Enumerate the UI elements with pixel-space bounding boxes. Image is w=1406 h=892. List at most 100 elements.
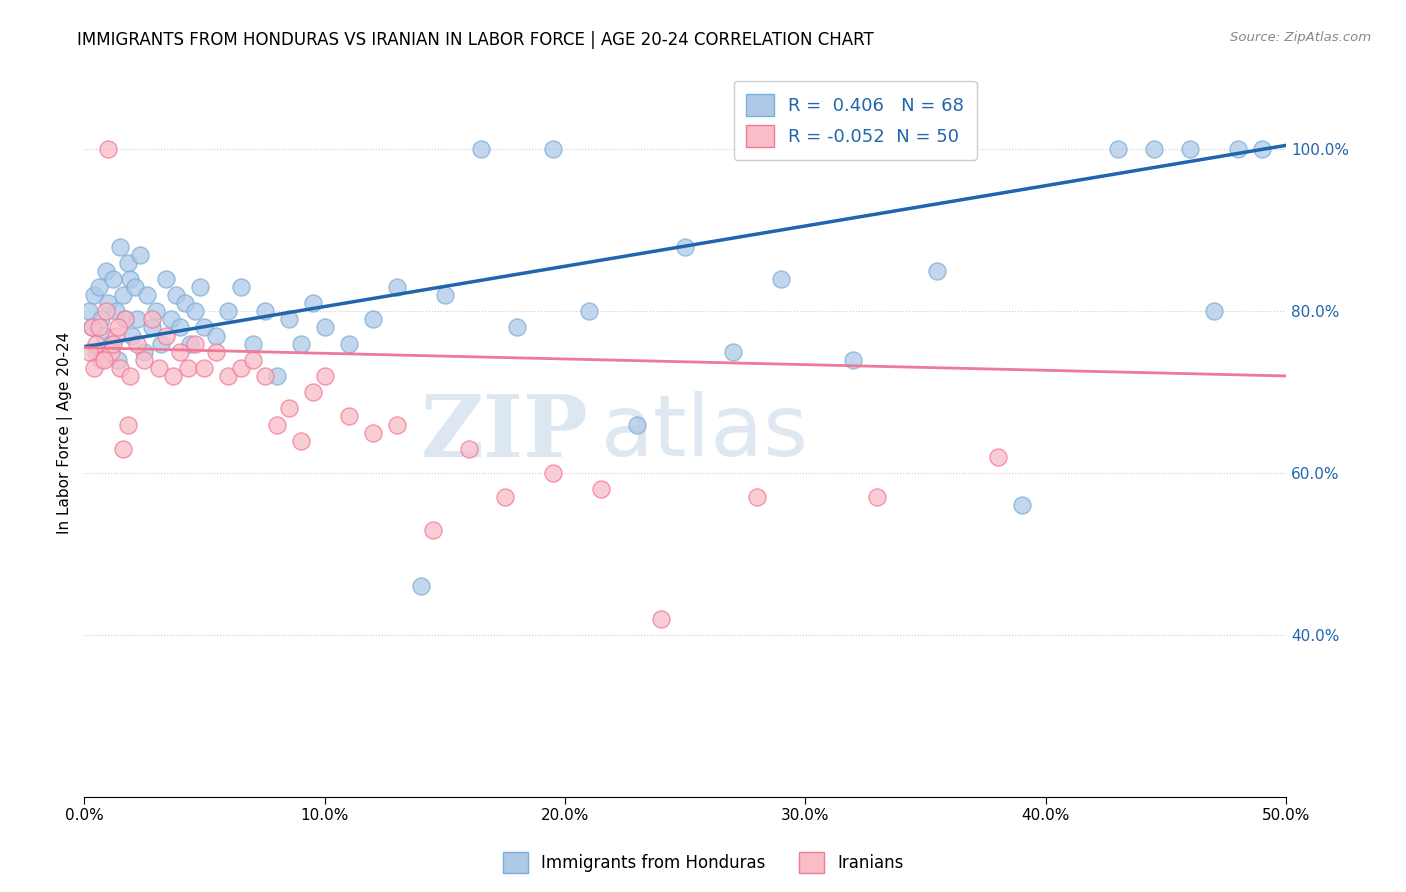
Legend: Immigrants from Honduras, Iranians: Immigrants from Honduras, Iranians bbox=[496, 846, 910, 880]
Point bbox=[290, 434, 312, 448]
Point bbox=[94, 264, 117, 278]
Point bbox=[422, 523, 444, 537]
Point bbox=[169, 344, 191, 359]
Point bbox=[84, 344, 107, 359]
Point bbox=[83, 360, 105, 375]
Point bbox=[1202, 304, 1225, 318]
Point bbox=[148, 360, 170, 375]
Point bbox=[301, 385, 323, 400]
Point bbox=[165, 288, 187, 302]
Point bbox=[121, 328, 143, 343]
Point bbox=[626, 417, 648, 432]
Point bbox=[770, 272, 793, 286]
Point bbox=[87, 280, 110, 294]
Point bbox=[927, 264, 949, 278]
Point bbox=[266, 417, 288, 432]
Point bbox=[266, 368, 288, 383]
Point bbox=[124, 280, 146, 294]
Point bbox=[104, 328, 127, 343]
Point bbox=[229, 280, 252, 294]
Point bbox=[193, 320, 215, 334]
Point bbox=[101, 336, 124, 351]
Point bbox=[218, 368, 240, 383]
Point bbox=[205, 328, 228, 343]
Point bbox=[314, 368, 336, 383]
Point bbox=[337, 336, 360, 351]
Point bbox=[385, 280, 408, 294]
Point bbox=[174, 296, 197, 310]
Point bbox=[97, 143, 120, 157]
Point bbox=[101, 272, 124, 286]
Point bbox=[155, 272, 177, 286]
Y-axis label: In Labor Force | Age 20-24: In Labor Force | Age 20-24 bbox=[58, 332, 73, 533]
Point bbox=[361, 312, 384, 326]
Point bbox=[361, 425, 384, 440]
Point bbox=[184, 304, 207, 318]
Point bbox=[337, 409, 360, 424]
Point bbox=[117, 417, 139, 432]
Point bbox=[188, 280, 211, 294]
Point bbox=[93, 352, 115, 367]
Point bbox=[77, 344, 100, 359]
Point bbox=[83, 288, 105, 302]
Point bbox=[1226, 143, 1249, 157]
Point bbox=[229, 360, 252, 375]
Point bbox=[747, 491, 769, 505]
Point bbox=[155, 328, 177, 343]
Point bbox=[277, 401, 299, 416]
Point bbox=[135, 288, 157, 302]
Point bbox=[169, 320, 191, 334]
Point bbox=[470, 143, 492, 157]
Point bbox=[494, 491, 516, 505]
Point bbox=[127, 336, 149, 351]
Point bbox=[578, 304, 600, 318]
Point bbox=[242, 336, 264, 351]
Point bbox=[114, 312, 136, 326]
Point bbox=[134, 344, 156, 359]
Point bbox=[721, 344, 744, 359]
Point bbox=[100, 344, 122, 359]
Point bbox=[141, 312, 163, 326]
Point bbox=[77, 304, 100, 318]
Point bbox=[506, 320, 529, 334]
Point bbox=[107, 320, 129, 334]
Point bbox=[650, 612, 672, 626]
Point bbox=[150, 336, 173, 351]
Point bbox=[1251, 143, 1274, 157]
Point bbox=[179, 336, 201, 351]
Point bbox=[277, 312, 299, 326]
Point bbox=[433, 288, 456, 302]
Point bbox=[134, 352, 156, 367]
Legend: R =  0.406   N = 68, R = -0.052  N = 50: R = 0.406 N = 68, R = -0.052 N = 50 bbox=[734, 81, 977, 160]
Point bbox=[1143, 143, 1166, 157]
Point bbox=[118, 272, 141, 286]
Point bbox=[842, 352, 865, 367]
Point bbox=[987, 450, 1010, 464]
Point bbox=[457, 442, 479, 456]
Point bbox=[110, 239, 132, 253]
Point bbox=[162, 368, 184, 383]
Text: Source: ZipAtlas.com: Source: ZipAtlas.com bbox=[1230, 31, 1371, 45]
Point bbox=[184, 336, 207, 351]
Point bbox=[541, 466, 564, 480]
Point bbox=[97, 296, 120, 310]
Point bbox=[242, 352, 264, 367]
Point bbox=[409, 579, 432, 593]
Point bbox=[1011, 499, 1033, 513]
Point bbox=[218, 304, 240, 318]
Point bbox=[94, 304, 117, 318]
Point bbox=[90, 312, 112, 326]
Point bbox=[589, 482, 612, 496]
Point bbox=[110, 360, 132, 375]
Point bbox=[673, 239, 696, 253]
Point bbox=[1107, 143, 1129, 157]
Point bbox=[100, 336, 122, 351]
Point bbox=[290, 336, 312, 351]
Point bbox=[145, 304, 167, 318]
Point bbox=[1178, 143, 1201, 157]
Point bbox=[541, 143, 564, 157]
Point bbox=[93, 328, 115, 343]
Point bbox=[111, 442, 134, 456]
Point bbox=[159, 312, 181, 326]
Point bbox=[111, 288, 134, 302]
